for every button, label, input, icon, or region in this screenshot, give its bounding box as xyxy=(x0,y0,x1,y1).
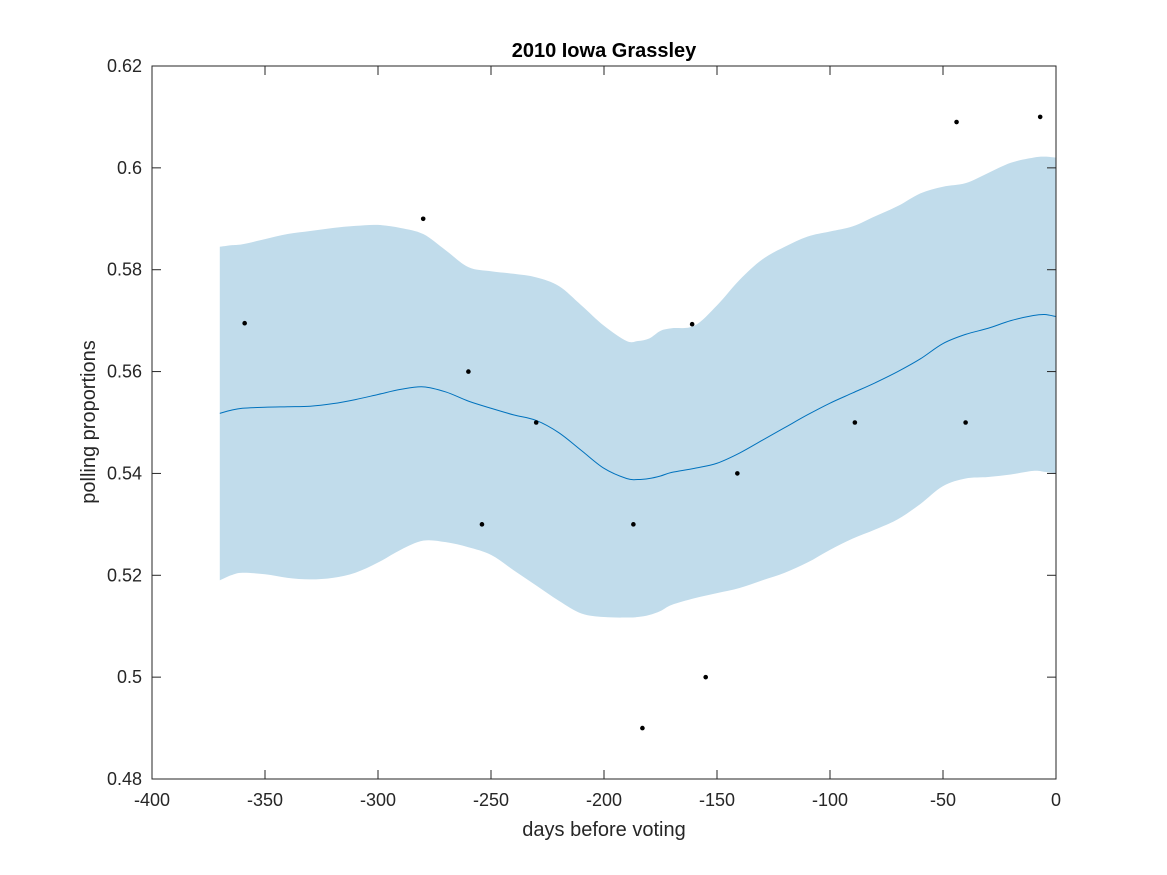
data-point xyxy=(1037,114,1043,120)
data-points-layer xyxy=(242,114,1043,731)
x-axis-label: days before voting xyxy=(522,819,685,841)
x-tick-label: -100 xyxy=(812,790,848,810)
data-point xyxy=(533,420,539,425)
x-tick-label: -200 xyxy=(586,790,622,810)
y-tick-label: 0.6 xyxy=(117,158,142,178)
x-tick-label: -50 xyxy=(930,790,956,810)
data-point xyxy=(954,119,959,125)
x-tick-label: 0 xyxy=(1051,790,1061,810)
y-tick-label: 0.52 xyxy=(107,565,142,585)
x-tick-label: -300 xyxy=(360,790,396,810)
data-point xyxy=(479,522,485,527)
y-axis-label: polling proportions xyxy=(78,340,100,503)
y-tick-label: 0.48 xyxy=(107,769,142,789)
y-tick-label: 0.54 xyxy=(107,463,142,483)
y-tick-label: 0.62 xyxy=(107,56,142,76)
confidence-band-layer xyxy=(219,156,1057,618)
data-point xyxy=(640,725,645,731)
data-point xyxy=(735,471,740,476)
data-point xyxy=(242,320,247,326)
data-point xyxy=(466,369,471,374)
mean-line xyxy=(219,313,1057,481)
axes-layer: -400 -350 -300 -250 -200 -150 -100 -50 0 0.48 0.5 0… xyxy=(107,56,1061,810)
y-tick-label: 0.58 xyxy=(107,260,142,280)
x-tick-label: -350 xyxy=(247,790,283,810)
data-point xyxy=(631,522,636,527)
data-point xyxy=(963,420,968,425)
x-tick-label: -150 xyxy=(699,790,735,810)
mean-line-layer xyxy=(219,313,1057,481)
data-point xyxy=(852,420,858,425)
chart-title: 2010 Iowa Grassley xyxy=(512,40,697,62)
confidence-band xyxy=(219,156,1057,618)
x-tick-label: -400 xyxy=(134,790,170,810)
data-point xyxy=(689,321,695,327)
data-point xyxy=(703,674,708,680)
x-tick-label: -250 xyxy=(473,790,509,810)
data-point xyxy=(420,216,426,222)
y-tick-label: 0.5 xyxy=(117,667,142,687)
y-tick-label: 0.56 xyxy=(107,362,142,382)
